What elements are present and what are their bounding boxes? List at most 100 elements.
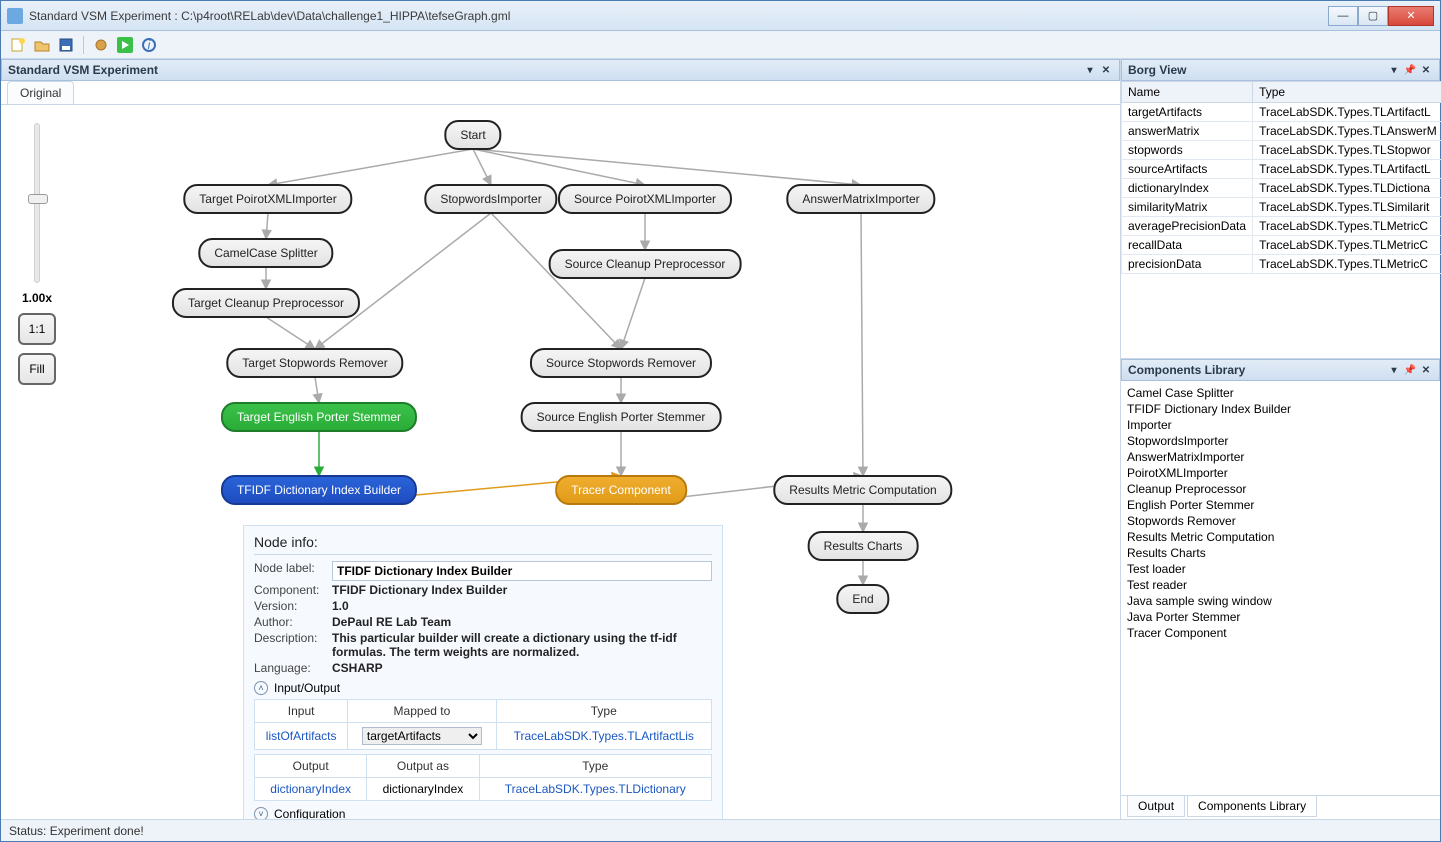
- new-icon[interactable]: [9, 36, 27, 54]
- input-type[interactable]: TraceLabSDK.Types.TLArtifactLis: [496, 723, 711, 750]
- borg-col-type[interactable]: Type: [1253, 82, 1441, 103]
- minimize-button[interactable]: —: [1328, 6, 1358, 26]
- borg-row[interactable]: similarityMatrixTraceLabSDK.Types.TLSimi…: [1122, 198, 1441, 217]
- run-icon[interactable]: [116, 36, 134, 54]
- config-expander[interactable]: ˅Configuration: [254, 807, 712, 819]
- close-panel-icon[interactable]: ✕: [1099, 63, 1113, 77]
- maximize-button[interactable]: ▢: [1358, 6, 1388, 26]
- app-icon: [7, 8, 23, 24]
- borg-table: NameType targetArtifactsTraceLabSDK.Type…: [1121, 81, 1441, 274]
- node-srcStop[interactable]: Source Stopwords Remover: [530, 348, 712, 378]
- tab-original[interactable]: Original: [7, 81, 74, 104]
- node-end[interactable]: End: [836, 584, 889, 614]
- node-camel[interactable]: CamelCase Splitter: [198, 238, 333, 268]
- component-item[interactable]: Java sample swing window: [1127, 593, 1434, 609]
- component-item[interactable]: Cleanup Preprocessor: [1127, 481, 1434, 497]
- component-item[interactable]: Test reader: [1127, 577, 1434, 593]
- node-tfidf[interactable]: TFIDF Dictionary Index Builder: [221, 475, 417, 505]
- borg-view-header[interactable]: Borg View ▾ 📌 ✕: [1121, 59, 1440, 81]
- node-metric[interactable]: Results Metric Computation: [773, 475, 952, 505]
- node-start[interactable]: Start: [444, 120, 501, 150]
- borg-row[interactable]: stopwordsTraceLabSDK.Types.TLStopwor: [1122, 141, 1441, 160]
- dropdown-icon[interactable]: ▾: [1083, 63, 1097, 77]
- component-item[interactable]: AnswerMatrixImporter: [1127, 449, 1434, 465]
- zoom-fill-button[interactable]: Fill: [18, 353, 56, 385]
- component-item[interactable]: Stopwords Remover: [1127, 513, 1434, 529]
- label-description: Description:: [254, 631, 332, 645]
- component-item[interactable]: StopwordsImporter: [1127, 433, 1434, 449]
- input-table: InputMapped toType listOfArtifacts targe…: [254, 699, 712, 750]
- zoom-slider-thumb[interactable]: [28, 194, 48, 204]
- component-item[interactable]: Results Metric Computation: [1127, 529, 1434, 545]
- tab-output[interactable]: Output: [1127, 796, 1185, 817]
- io-expander[interactable]: ˄ Input/Output: [254, 681, 712, 695]
- gear-icon[interactable]: [92, 36, 110, 54]
- chevron-down-icon: ˅: [254, 807, 268, 819]
- node-ansImp[interactable]: AnswerMatrixImporter: [786, 184, 935, 214]
- experiment-panel-title: Standard VSM Experiment: [8, 63, 158, 77]
- node-tgtStop[interactable]: Target Stopwords Remover: [226, 348, 403, 378]
- node-srcClean[interactable]: Source Cleanup Preprocessor: [549, 249, 742, 279]
- label-author: Author:: [254, 615, 332, 629]
- open-icon[interactable]: [33, 36, 51, 54]
- pin-icon[interactable]: 📌: [1403, 363, 1417, 377]
- node-tgtStem[interactable]: Target English Porter Stemmer: [221, 402, 417, 432]
- borg-row[interactable]: averagePrecisionDataTraceLabSDK.Types.TL…: [1122, 217, 1441, 236]
- borg-view-title: Borg View: [1128, 63, 1186, 77]
- borg-row[interactable]: recallDataTraceLabSDK.Types.TLMetricC: [1122, 236, 1441, 255]
- node-srcStem[interactable]: Source English Porter Stemmer: [521, 402, 722, 432]
- window-title: Standard VSM Experiment : C:\p4root\RELa…: [29, 9, 1328, 23]
- component-item[interactable]: English Porter Stemmer: [1127, 497, 1434, 513]
- info-icon[interactable]: i: [140, 36, 158, 54]
- close-icon[interactable]: ✕: [1419, 63, 1433, 77]
- component-item[interactable]: Importer: [1127, 417, 1434, 433]
- component-item[interactable]: Results Charts: [1127, 545, 1434, 561]
- node-tracer[interactable]: Tracer Component: [555, 475, 687, 505]
- mapped-to-select[interactable]: targetArtifacts: [362, 727, 482, 745]
- borg-col-name[interactable]: Name: [1122, 82, 1253, 103]
- node-stopImp[interactable]: StopwordsImporter: [424, 184, 557, 214]
- dropdown-icon[interactable]: ▾: [1387, 63, 1401, 77]
- chevron-up-icon: ˄: [254, 681, 268, 695]
- node-label-input[interactable]: [332, 561, 712, 581]
- components-library-header[interactable]: Components Library ▾ 📌 ✕: [1121, 359, 1440, 381]
- borg-view-panel: Borg View ▾ 📌 ✕ NameType targetArtifacts…: [1121, 59, 1440, 359]
- th-outputas: Output as: [367, 755, 479, 778]
- save-icon[interactable]: [57, 36, 75, 54]
- zoom-1to1-button[interactable]: 1:1: [18, 313, 56, 345]
- component-item[interactable]: Camel Case Splitter: [1127, 385, 1434, 401]
- borg-row[interactable]: sourceArtifactsTraceLabSDK.Types.TLArtif…: [1122, 160, 1441, 179]
- th-otype: Type: [479, 755, 711, 778]
- close-button[interactable]: ✕: [1388, 6, 1434, 26]
- component-item[interactable]: Test loader: [1127, 561, 1434, 577]
- th-output: Output: [255, 755, 367, 778]
- zoom-slider[interactable]: [34, 123, 40, 283]
- borg-row[interactable]: targetArtifactsTraceLabSDK.Types.TLArtif…: [1122, 103, 1441, 122]
- node-tgtImp[interactable]: Target PoirotXMLImporter: [183, 184, 352, 214]
- output-name[interactable]: dictionaryIndex: [255, 778, 367, 801]
- tab-components-library[interactable]: Components Library: [1187, 796, 1317, 817]
- bottom-tabs: Output Components Library: [1121, 795, 1440, 819]
- node-tgtClean[interactable]: Target Cleanup Preprocessor: [172, 288, 360, 318]
- output-table: OutputOutput asType dictionaryIndex dict…: [254, 754, 712, 801]
- close-icon[interactable]: ✕: [1419, 363, 1433, 377]
- flow-graph[interactable]: Node info: Node label: Component:TFIDF D…: [73, 105, 1120, 819]
- borg-row[interactable]: answerMatrixTraceLabSDK.Types.TLAnswerM: [1122, 122, 1441, 141]
- component-item[interactable]: PoirotXMLImporter: [1127, 465, 1434, 481]
- input-name[interactable]: listOfArtifacts: [255, 723, 348, 750]
- component-item[interactable]: Tracer Component: [1127, 625, 1434, 641]
- component-item[interactable]: TFIDF Dictionary Index Builder: [1127, 401, 1434, 417]
- label-version: Version:: [254, 599, 332, 613]
- borg-row[interactable]: precisionDataTraceLabSDK.Types.TLMetricC: [1122, 255, 1441, 274]
- titlebar[interactable]: Standard VSM Experiment : C:\p4root\RELa…: [1, 1, 1440, 31]
- output-type[interactable]: TraceLabSDK.Types.TLDictionary: [479, 778, 711, 801]
- io-label: Input/Output: [274, 681, 340, 695]
- component-item[interactable]: Java Porter Stemmer: [1127, 609, 1434, 625]
- node-charts[interactable]: Results Charts: [808, 531, 919, 561]
- node-srcImp[interactable]: Source PoirotXMLImporter: [558, 184, 732, 214]
- dropdown-icon[interactable]: ▾: [1387, 363, 1401, 377]
- borg-row[interactable]: dictionaryIndexTraceLabSDK.Types.TLDicti…: [1122, 179, 1441, 198]
- th-input: Input: [255, 700, 348, 723]
- experiment-panel-header[interactable]: Standard VSM Experiment ▾ ✕: [1, 59, 1120, 81]
- pin-icon[interactable]: 📌: [1403, 63, 1417, 77]
